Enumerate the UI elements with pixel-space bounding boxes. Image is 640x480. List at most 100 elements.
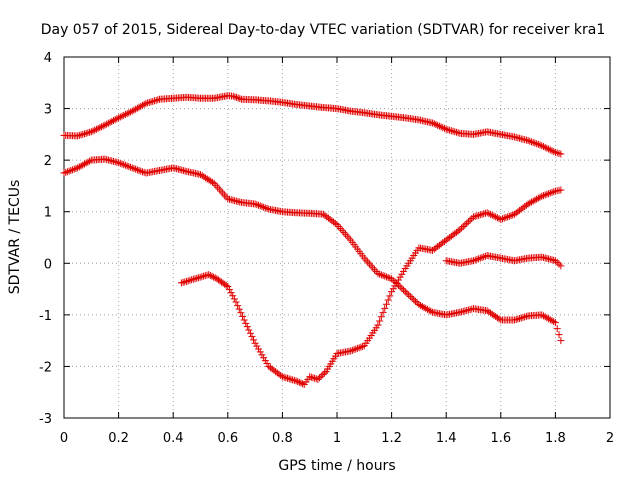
- data-point: [473, 255, 481, 263]
- x-tick-label: 1: [333, 431, 341, 446]
- data-point: [194, 274, 202, 282]
- data-point: [312, 375, 320, 383]
- data-point: [381, 304, 389, 312]
- data-point: [214, 183, 222, 191]
- data-point: [149, 97, 157, 105]
- data-point: [125, 109, 133, 117]
- data-point: [74, 132, 82, 140]
- data-point: [555, 260, 563, 268]
- data-point: [526, 137, 534, 145]
- data-point: [551, 148, 559, 156]
- data-point: [115, 114, 123, 122]
- data-point: [505, 212, 513, 220]
- data-point: [108, 117, 116, 125]
- data-point: [374, 270, 382, 278]
- data-point: [227, 289, 235, 297]
- data-point: [452, 128, 460, 136]
- data-point: [287, 375, 295, 383]
- data-point: [517, 314, 525, 322]
- data-point: [210, 273, 218, 281]
- data-point: [507, 212, 515, 220]
- data-point: [224, 282, 232, 290]
- data-point: [473, 212, 481, 220]
- x-tick-label: 2: [606, 431, 614, 446]
- data-point: [440, 124, 448, 132]
- data-point: [497, 215, 505, 223]
- x-tick-label: 0.8: [272, 431, 293, 446]
- data-point: [179, 278, 187, 286]
- data-point: [91, 126, 99, 134]
- data-point: [289, 376, 297, 384]
- data-point: [444, 126, 452, 134]
- x-tick-label: 1.6: [490, 431, 511, 446]
- data-point: [121, 111, 129, 119]
- data-point: [487, 210, 495, 218]
- y-axis-tick-labels: -3 -2 -1 0 1 2 3 4: [39, 51, 52, 427]
- data-point: [533, 140, 541, 148]
- data-point: [451, 128, 459, 136]
- data-point: [145, 98, 153, 106]
- data-point: [446, 126, 454, 134]
- data-point: [77, 131, 85, 139]
- data-point: [500, 214, 508, 222]
- y-tick-label: 4: [44, 51, 52, 66]
- data-point: [125, 163, 133, 171]
- data-point: [365, 260, 373, 268]
- data-point: [320, 369, 328, 377]
- data-point: [393, 279, 401, 287]
- data-point: [348, 346, 356, 354]
- data-point: [545, 190, 553, 198]
- data-point: [382, 273, 390, 281]
- data-point: [548, 188, 556, 196]
- data-point: [80, 130, 88, 138]
- data-point: [553, 149, 561, 157]
- data-point: [403, 289, 411, 297]
- data-point: [311, 374, 319, 382]
- data-point: [456, 226, 464, 234]
- data-point: [137, 167, 145, 175]
- data-point: [319, 371, 327, 379]
- data-point: [189, 275, 197, 283]
- data-point: [96, 124, 104, 132]
- data-point: [401, 288, 409, 296]
- data-point: [127, 163, 135, 171]
- data-point: [253, 201, 261, 209]
- data-point: [233, 93, 241, 101]
- data-point: [550, 148, 558, 156]
- data-point: [225, 286, 233, 294]
- series-track-3: [177, 186, 565, 388]
- y-tick-label: 0: [44, 257, 52, 272]
- data-points: [60, 92, 565, 388]
- data-point: [314, 375, 322, 383]
- data-point: [545, 145, 553, 153]
- data-point: [528, 138, 536, 146]
- axis-ticks: [63, 56, 611, 419]
- data-point: [128, 164, 136, 172]
- data-point: [208, 272, 216, 280]
- data-point: [488, 211, 496, 219]
- data-point: [539, 143, 547, 151]
- x-tick-label: 1.2: [381, 431, 402, 446]
- data-point: [384, 273, 392, 281]
- data-point: [430, 120, 438, 128]
- data-point: [514, 315, 522, 323]
- data-point: [369, 264, 377, 272]
- data-point: [543, 144, 551, 152]
- data-point: [529, 138, 537, 146]
- data-point: [236, 95, 244, 103]
- data-point: [408, 294, 416, 302]
- data-point: [374, 321, 382, 329]
- data-point: [282, 374, 290, 382]
- data-point: [261, 204, 269, 212]
- data-point: [524, 137, 532, 145]
- data-point: [309, 374, 317, 382]
- data-point: [396, 273, 404, 281]
- data-point: [352, 345, 360, 353]
- data-point: [543, 190, 551, 198]
- data-point: [123, 110, 131, 118]
- data-point: [345, 234, 353, 242]
- data-point: [389, 285, 397, 293]
- data-point: [377, 313, 385, 321]
- data-point: [471, 256, 479, 264]
- data-point: [376, 317, 384, 325]
